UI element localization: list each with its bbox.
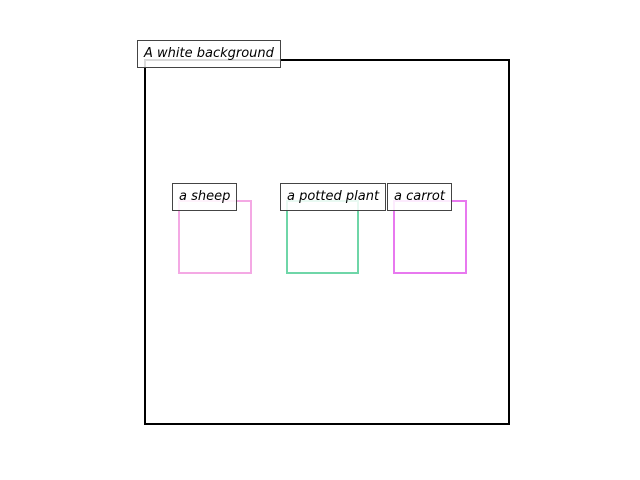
sheep-box <box>178 200 252 274</box>
potted-plant-label: a potted plant <box>280 183 387 211</box>
white-background-frame <box>144 59 510 425</box>
background-label: A white background <box>137 40 281 68</box>
potted-plant-box <box>286 200 359 274</box>
sheep-label: a sheep <box>172 183 238 211</box>
carrot-box <box>393 200 467 274</box>
carrot-label: a carrot <box>387 183 452 211</box>
